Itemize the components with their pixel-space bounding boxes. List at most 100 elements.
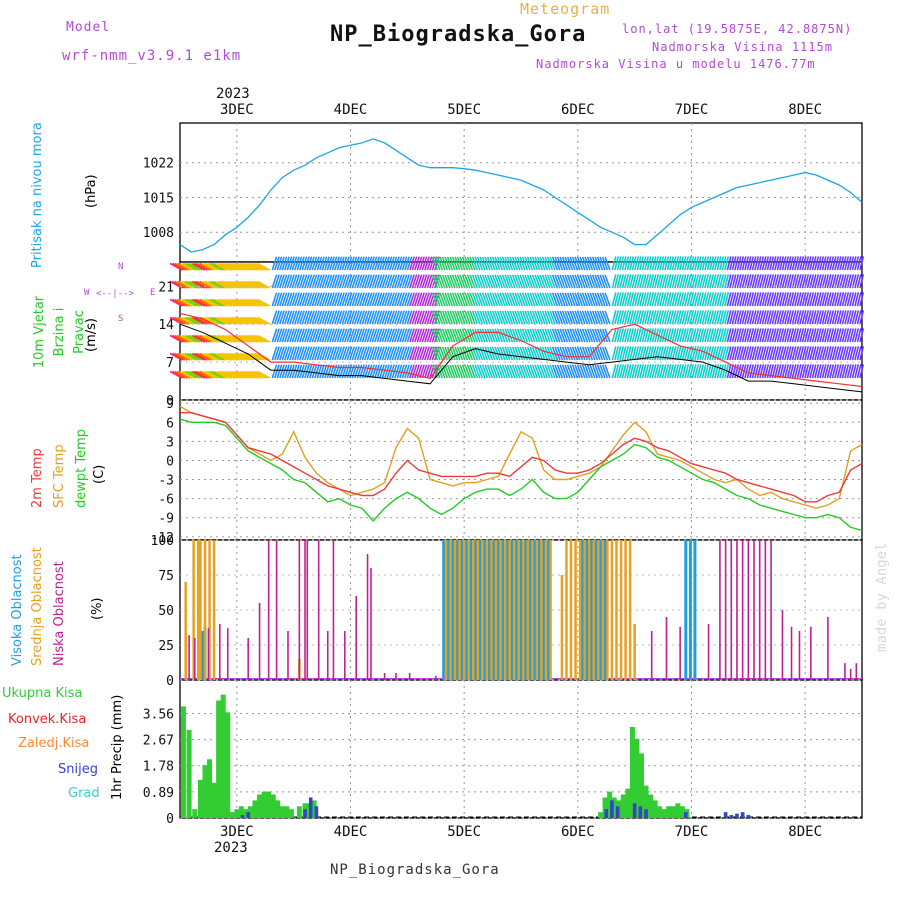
wind-barb <box>441 328 449 343</box>
wind-barb <box>239 370 253 379</box>
wind-barb <box>399 364 405 379</box>
wind-barb <box>731 310 737 325</box>
wind-barb <box>731 346 737 361</box>
wind-barb <box>319 346 325 361</box>
wind-barb <box>169 298 183 307</box>
wind-barb <box>339 274 345 289</box>
wind-barb <box>761 328 767 343</box>
wind-barb <box>424 274 430 289</box>
wind-barb <box>446 310 454 325</box>
wind-barb <box>801 328 807 343</box>
wind-barb <box>319 274 325 289</box>
wind-barb <box>219 280 233 289</box>
wind-barb <box>841 346 847 361</box>
wind-barb <box>291 310 298 325</box>
wind-barb <box>796 292 802 307</box>
xtick-bottom-8DEC: 8DEC <box>788 824 822 840</box>
wind-barb <box>591 346 599 361</box>
wind-barb <box>349 292 355 307</box>
wind-barb <box>286 274 293 289</box>
wind-barb <box>591 256 599 271</box>
wind-barb <box>721 346 727 361</box>
wind-barb <box>469 364 476 379</box>
wind-barb <box>207 352 221 361</box>
wind-barb <box>509 310 516 325</box>
wind-barb <box>204 370 218 379</box>
wind-barb <box>239 316 253 325</box>
wind-barb <box>524 274 531 289</box>
wind-barb <box>386 256 393 271</box>
wind-barb <box>436 256 444 271</box>
ytick-cloud: 25 <box>158 639 174 654</box>
wind-barb <box>549 292 556 307</box>
wind-barb <box>624 346 630 361</box>
wind-barb <box>249 370 263 379</box>
sfc-temp-line <box>179 405 863 509</box>
wind-barb <box>694 256 700 271</box>
wind-barb <box>494 310 501 325</box>
wind-barb <box>681 274 687 289</box>
wind-barb <box>381 310 388 325</box>
wind-barb <box>326 292 333 307</box>
wind-barb <box>789 328 795 343</box>
precip-bar-total <box>279 806 285 818</box>
wind-barb <box>441 274 449 289</box>
wind-barb <box>564 292 571 307</box>
wind-barb <box>579 310 586 325</box>
wind-barb <box>671 328 677 343</box>
wind-barb <box>399 310 405 325</box>
wind-barb <box>844 346 850 361</box>
wind-barb <box>356 328 363 343</box>
wind-barb <box>514 292 521 307</box>
wind-barb <box>659 346 665 361</box>
wind-barb <box>684 310 690 325</box>
wind-barb <box>274 364 280 379</box>
wind-barb <box>334 292 340 307</box>
precip-bar-total <box>216 700 222 818</box>
xtick-top-8DEC: 8DEC <box>788 102 822 118</box>
wind-barb <box>426 328 433 343</box>
wind-barb <box>681 364 687 379</box>
wind-barb <box>814 256 820 271</box>
wind-barb <box>644 364 650 379</box>
precip-bar-total <box>234 809 240 818</box>
wind-barb <box>634 274 640 289</box>
wind-barb <box>279 310 285 325</box>
wind-barb <box>516 274 524 289</box>
wind-barb <box>329 256 335 271</box>
wind-barb <box>766 346 772 361</box>
wind-barb <box>596 292 604 307</box>
wind-barb <box>841 364 847 379</box>
wind-barb <box>212 280 226 289</box>
wind-barb <box>566 310 574 325</box>
wind-barb <box>179 352 193 361</box>
wind-barb <box>182 298 196 307</box>
wind-barb <box>519 274 526 289</box>
wind-barb <box>286 292 293 307</box>
wind-barb <box>511 274 519 289</box>
wind-barb <box>846 256 852 271</box>
wind-barb <box>356 256 363 271</box>
wind-barb <box>309 292 315 307</box>
wind-barb <box>664 328 670 343</box>
wind-barb <box>761 364 767 379</box>
wind-barb <box>831 310 837 325</box>
wind-barb <box>696 274 702 289</box>
wind-barb <box>724 346 730 361</box>
wind-barb <box>749 364 755 379</box>
wind-barb <box>409 328 415 343</box>
wind-barb <box>182 352 196 361</box>
wind-barb <box>666 274 672 289</box>
wind-barb <box>594 292 601 307</box>
wind-barb <box>831 274 837 289</box>
wind-barb <box>404 274 410 289</box>
wind-barb <box>564 256 571 271</box>
wind-barb <box>701 292 707 307</box>
wind-barb <box>384 292 390 307</box>
xtick-bottom-6DEC: 6DEC <box>561 824 595 840</box>
wind-barb <box>384 346 390 361</box>
wind-barb <box>316 328 323 343</box>
wind-barb <box>391 256 398 271</box>
wind-barb <box>411 256 418 271</box>
wind-barb <box>616 328 622 343</box>
